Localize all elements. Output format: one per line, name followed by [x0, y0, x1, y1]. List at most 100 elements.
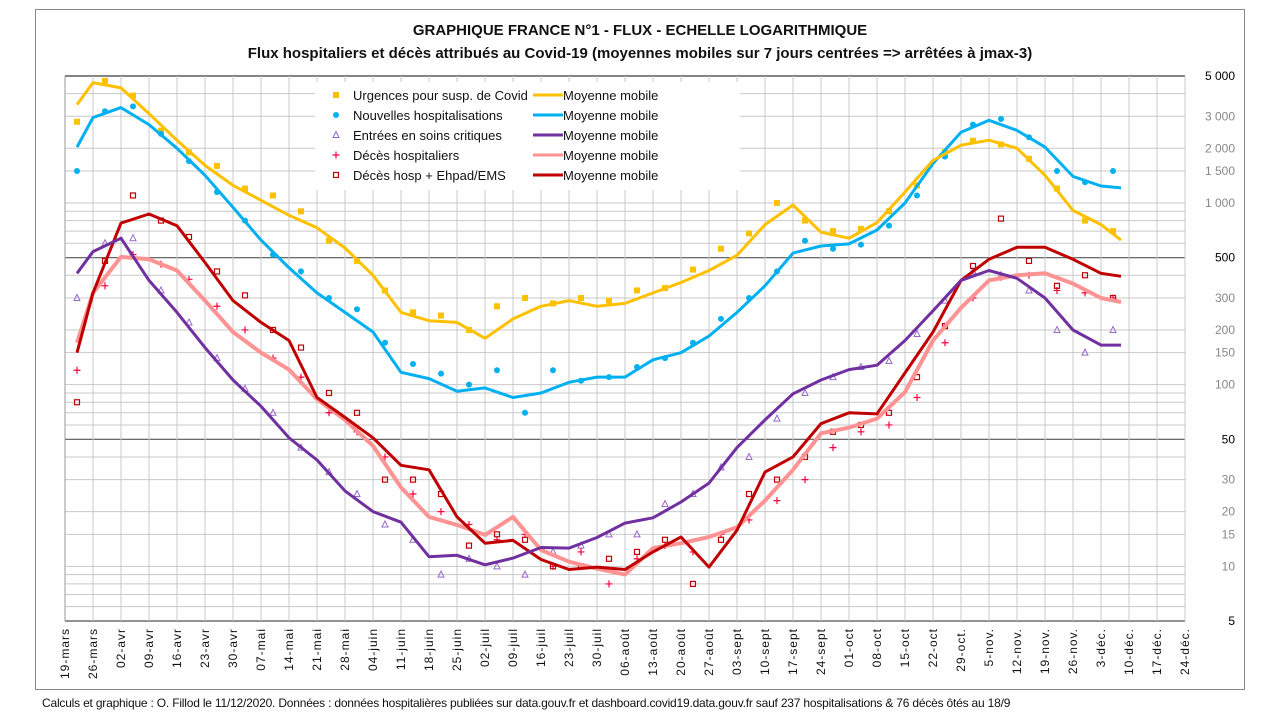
x-tick-label: 29-oct. — [954, 628, 968, 672]
data-point-hollow-square — [1053, 282, 1061, 289]
data-point-circle — [886, 222, 892, 229]
x-tick-label: 27-août — [702, 628, 716, 676]
series-points-4 — [73, 192, 1117, 588]
data-point-triangle — [885, 356, 893, 364]
data-point-square — [830, 228, 836, 235]
legend-label: Décès hosp + Ehpad/EMS — [353, 168, 506, 183]
data-point-triangle — [381, 519, 389, 528]
legend: Urgences pour susp. de Covid Moyenne mobi… — [315, 82, 740, 190]
data-point-square — [410, 309, 416, 316]
data-point-triangle — [913, 329, 921, 338]
data-point-plus — [409, 490, 417, 498]
data-point-square — [214, 162, 220, 169]
legend-marker — [333, 112, 339, 118]
legend-item: Décès hosp + Ehpad/EMS Moyenne mobile — [332, 168, 658, 183]
data-point-plus — [213, 302, 221, 310]
x-tick-label: 06-août — [618, 628, 632, 676]
data-point-plus — [829, 444, 837, 452]
data-point-square — [298, 208, 304, 215]
chart-footer: Calculs et graphique : O. Fillod le 11/1… — [42, 696, 1011, 710]
legend-item: Nouvelles hospitalisations Moyenne mobile — [333, 108, 658, 123]
x-tick-label: 30-avr — [226, 628, 240, 668]
x-tick-label: 17-sept — [786, 628, 800, 675]
data-point-triangle — [801, 388, 809, 396]
data-point-hollow-square — [465, 542, 473, 549]
data-point-hollow-square — [409, 476, 417, 483]
data-point-square — [522, 294, 528, 301]
data-point-hollow-square — [1025, 257, 1033, 264]
x-tick-label: 21-mai — [310, 628, 324, 671]
data-point-triangle — [1025, 285, 1033, 294]
data-point-square — [158, 127, 164, 134]
data-point-circle — [522, 409, 528, 416]
data-point-hollow-square — [325, 389, 333, 397]
data-point-hollow-square — [969, 262, 977, 270]
x-tick-label: 11-juin — [394, 628, 408, 670]
data-point-triangle — [353, 489, 361, 498]
data-point-hollow-square — [633, 548, 641, 556]
data-point-hollow-square — [73, 399, 81, 406]
legend-ma-label: Moyenne mobile — [563, 108, 658, 123]
data-point-triangle — [493, 561, 501, 570]
data-point-square — [74, 118, 80, 125]
data-point-square — [130, 92, 136, 99]
data-point-triangle — [633, 529, 641, 538]
y-tick-label: 2 000 — [1205, 141, 1235, 155]
legend-marker — [332, 151, 340, 159]
x-tick-label: 26-nov. — [1066, 628, 1080, 674]
data-point-square — [438, 312, 444, 319]
data-point-plus — [73, 366, 81, 374]
moving-average-line-1 — [75, 106, 1122, 399]
data-point-hollow-square — [661, 536, 669, 543]
legend-ma-label: Moyenne mobile — [563, 168, 658, 183]
x-tick-label: 14-mai — [282, 628, 296, 671]
x-tick-label: 30-juil — [590, 628, 604, 667]
data-point-hollow-square — [689, 580, 697, 588]
data-point-square — [102, 77, 108, 84]
data-point-circle — [1110, 167, 1116, 174]
data-point-triangle — [437, 570, 445, 578]
y-tick-label: 150 — [1215, 346, 1235, 360]
chart-frame — [35, 9, 1245, 690]
data-point-hollow-square — [717, 536, 725, 543]
x-tick-label: 16-avr — [170, 628, 184, 668]
data-point-hollow-square — [353, 409, 361, 416]
data-point-hollow-square — [213, 268, 221, 275]
data-point-plus — [913, 393, 921, 401]
data-point-triangle — [773, 414, 781, 422]
data-point-hollow-square — [241, 292, 249, 299]
x-tick-label: 07-mai — [254, 628, 268, 671]
data-point-triangle — [73, 293, 81, 301]
y-tick-label: 5 — [1228, 614, 1235, 628]
data-point-triangle — [661, 499, 669, 508]
y-tick-label: 30 — [1222, 473, 1236, 487]
data-point-hollow-square — [885, 409, 893, 416]
y-tick-label: 5 000 — [1205, 69, 1235, 83]
data-point-triangle — [269, 408, 277, 416]
x-tick-label: 26-mars — [86, 628, 100, 679]
x-tick-label: 3-déc. — [1094, 628, 1108, 667]
y-tick-label: 3 000 — [1205, 109, 1235, 123]
data-point-circle — [830, 245, 836, 252]
data-point-triangle — [605, 529, 613, 538]
data-point-hollow-square — [997, 215, 1005, 222]
legend-label: Entrées en soins critiques — [353, 128, 502, 143]
x-tick-label: 02-juil — [478, 628, 492, 667]
moving-average-line-4 — [75, 212, 1122, 571]
data-point-plus — [605, 580, 613, 588]
data-point-circle — [858, 241, 864, 248]
data-point-triangle — [129, 233, 137, 242]
legend-item: Entrées en soins critiques Moyenne mobile — [332, 128, 658, 143]
data-point-square — [1110, 228, 1116, 235]
x-tick-label: 22-oct — [926, 628, 940, 667]
data-point-hollow-square — [1081, 272, 1089, 279]
legend-label: Nouvelles hospitalisations — [353, 108, 503, 123]
data-point-circle — [802, 237, 808, 244]
data-point-square — [634, 287, 640, 294]
data-point-circle — [1054, 167, 1060, 174]
data-point-square — [606, 297, 612, 304]
y-tick-label: 500 — [1215, 251, 1235, 265]
x-tick-label: 03-sept — [730, 628, 744, 675]
data-point-square — [326, 237, 332, 244]
